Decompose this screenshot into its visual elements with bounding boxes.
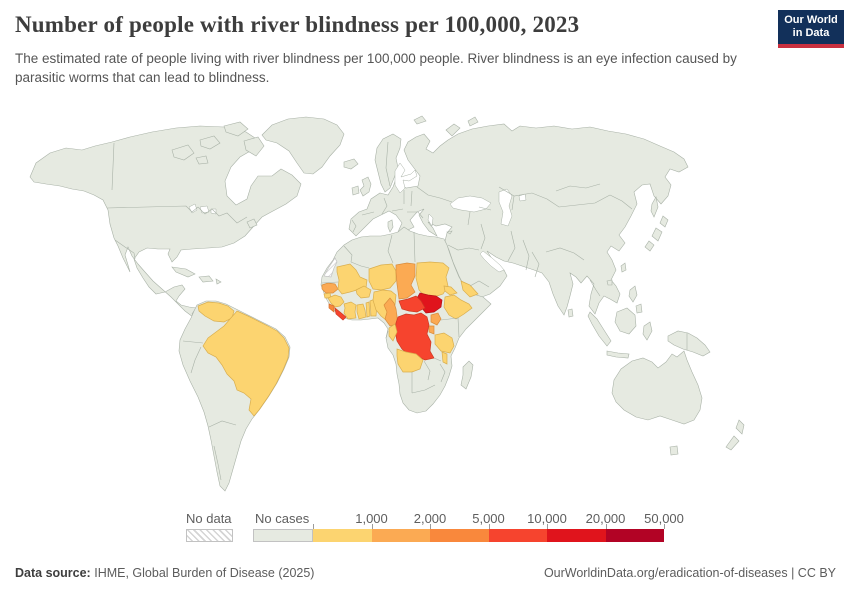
legend-threshold-label: 50,000 xyxy=(644,511,684,526)
aegean-sea xyxy=(427,213,434,227)
legend-threshold-label: 2,000 xyxy=(413,511,447,526)
legend-bin-10k_20k[interactable] xyxy=(547,529,606,542)
country-ethiopia[interactable] xyxy=(443,294,473,320)
legend-tick xyxy=(371,524,373,529)
baltic-sea xyxy=(394,162,418,194)
legend-threshold-label: 10,000 xyxy=(527,511,567,526)
landmass-southeast-asia-islands[interactable] xyxy=(587,285,711,359)
legend-tick xyxy=(313,524,314,529)
chart-footer: Data source: IHME, Global Burden of Dise… xyxy=(0,566,850,580)
landmass-east-asia-islands[interactable] xyxy=(567,196,669,318)
landmass-north-america[interactable] xyxy=(29,125,302,325)
country-central-african-republic[interactable] xyxy=(398,295,426,313)
country-guinea[interactable] xyxy=(327,294,345,308)
legend-threshold-label: 1,000 xyxy=(355,511,388,526)
persian-gulf xyxy=(479,250,505,273)
legend-tick xyxy=(547,524,548,529)
legend-labels: No cases 1,000 2,000 5,000 10,000 20,000 50,00… xyxy=(253,511,684,529)
country-ghana[interactable] xyxy=(356,303,367,320)
owid-logo[interactable]: Our World in Data xyxy=(778,10,844,48)
page-title: Number of people with river blindness pe… xyxy=(15,12,580,37)
chart-subtitle: The estimated rate of people living with… xyxy=(15,51,737,85)
legend-bin-1k_2k[interactable] xyxy=(371,529,430,542)
legend-bin-20k_50k[interactable] xyxy=(605,529,664,542)
country-borders xyxy=(106,141,688,481)
country-rwanda-burundi[interactable] xyxy=(428,325,435,335)
country-togo[interactable] xyxy=(365,301,371,318)
legend-tick xyxy=(605,524,607,529)
country-malawi[interactable] xyxy=(441,351,448,365)
country-brazil[interactable] xyxy=(202,310,290,417)
country-tanzania[interactable] xyxy=(434,332,455,354)
legend-bin-lt1000[interactable] xyxy=(313,529,372,542)
legend-tick xyxy=(664,524,665,529)
country-congo[interactable] xyxy=(388,323,398,342)
legend-no-data-label: No data xyxy=(186,511,232,526)
landmass-arctic-islands[interactable] xyxy=(171,115,479,229)
country-western-sahara[interactable] xyxy=(323,257,338,278)
country-cote-divoire[interactable] xyxy=(343,301,357,320)
landmass-tasmania-new-zealand[interactable] xyxy=(669,419,745,456)
landmass-caribbean[interactable] xyxy=(171,266,222,285)
legend-threshold-label: 20,000 xyxy=(585,511,626,526)
data-source: Data source: IHME, Global Burden of Dise… xyxy=(15,566,314,580)
landmass-british-isles[interactable] xyxy=(351,176,372,197)
legend-threshold-label: 5,000 xyxy=(472,511,505,526)
license-label: CC BY xyxy=(797,566,836,580)
landmass-eurasia[interactable] xyxy=(348,123,689,316)
country-democratic-republic-of-congo[interactable] xyxy=(394,312,435,361)
landmass-madagascar[interactable] xyxy=(460,360,474,390)
country-chad[interactable] xyxy=(395,262,416,300)
landmass-australia[interactable] xyxy=(611,350,703,425)
world-map xyxy=(0,96,850,512)
country-burkina-faso[interactable] xyxy=(355,285,372,299)
landmass-greenland[interactable] xyxy=(261,116,345,175)
legend-swatches xyxy=(253,529,664,542)
caspian-sea xyxy=(498,188,513,227)
legend-bin-2k_5k[interactable] xyxy=(430,529,489,542)
owid-url-link[interactable]: OurWorldinData.org/eradication-of-diseas… xyxy=(543,566,788,580)
country-yemen[interactable] xyxy=(460,280,479,298)
country-eritrea[interactable] xyxy=(443,285,458,296)
owid-logo-line2: in Data xyxy=(792,27,830,39)
legend-no-data-group: No data xyxy=(186,511,233,542)
data-source-label: Data source: xyxy=(15,566,91,580)
footer-right: OurWorldinData.org/eradication-of-diseas… xyxy=(544,566,836,580)
country-senegal[interactable] xyxy=(321,282,339,294)
country-uganda[interactable] xyxy=(430,312,442,326)
landmass-scandinavia[interactable] xyxy=(374,133,402,193)
legend-bin-no_cases[interactable] xyxy=(253,529,313,542)
legend-no-cases-label: No cases xyxy=(255,511,310,526)
data-source-value: IHME, Global Burden of Disease (2025) xyxy=(94,566,315,580)
legend-tick xyxy=(430,524,431,529)
legend-no-data-swatch[interactable] xyxy=(186,529,233,542)
country-sudan[interactable] xyxy=(415,261,450,298)
world-map-svg xyxy=(29,115,745,492)
footer-separator: | xyxy=(791,566,795,580)
owid-logo-line1: Our World xyxy=(784,13,838,26)
country-angola[interactable] xyxy=(396,348,424,373)
country-niger[interactable] xyxy=(368,263,397,291)
country-sierra-leone[interactable] xyxy=(328,303,335,313)
legend-tick xyxy=(488,524,490,529)
legend-bin-5k_10k[interactable] xyxy=(488,529,547,542)
country-liberia[interactable] xyxy=(334,307,347,321)
black-sea xyxy=(449,195,492,213)
legend-color-bar: No cases 1,000 2,000 5,000 10,000 20,000 50,00… xyxy=(253,511,684,551)
